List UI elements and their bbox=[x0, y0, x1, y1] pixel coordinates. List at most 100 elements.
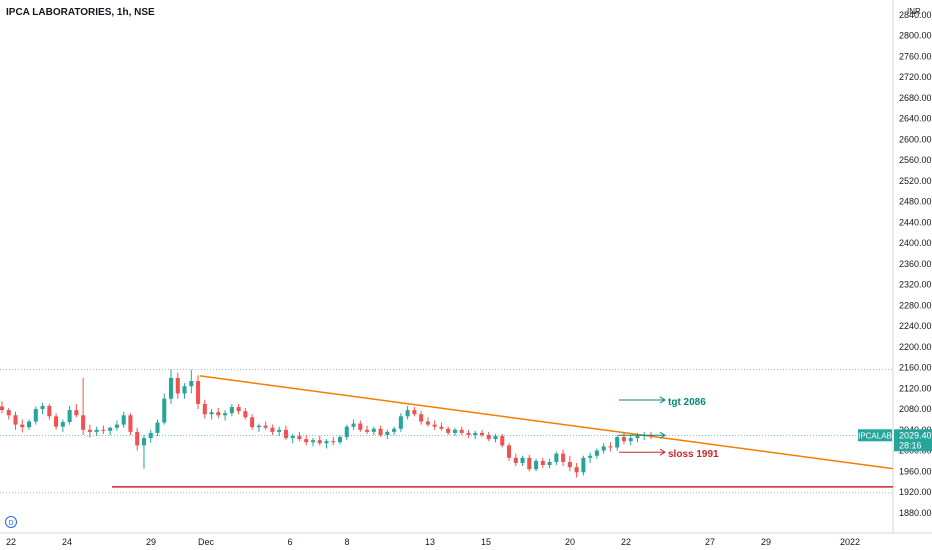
candle-body bbox=[452, 429, 457, 433]
candle-body bbox=[567, 461, 572, 468]
candle bbox=[290, 433, 295, 444]
candle-body bbox=[540, 460, 545, 466]
candle-body bbox=[263, 425, 268, 428]
candle bbox=[297, 431, 302, 442]
candle-body bbox=[534, 460, 539, 470]
price-levels bbox=[0, 369, 894, 494]
candle-body bbox=[594, 450, 599, 456]
y-tick-label: 2720.00 bbox=[899, 72, 932, 82]
candle bbox=[277, 426, 282, 437]
candle-body bbox=[588, 455, 593, 458]
candle bbox=[398, 413, 403, 432]
stoploss-arrowhead bbox=[659, 448, 666, 456]
candle-body bbox=[635, 436, 640, 439]
x-tick-label: 29 bbox=[146, 537, 156, 547]
candle-body bbox=[0, 406, 5, 411]
candle-body bbox=[527, 457, 532, 470]
candle-body bbox=[412, 410, 417, 415]
candle-body bbox=[358, 423, 363, 430]
candle bbox=[540, 457, 545, 469]
candle-body bbox=[554, 453, 559, 462]
candle bbox=[446, 426, 451, 435]
candle bbox=[182, 383, 187, 399]
candle-body bbox=[344, 426, 349, 438]
candle-body bbox=[236, 406, 241, 412]
candle bbox=[561, 449, 566, 467]
candle-body bbox=[479, 432, 485, 435]
candle bbox=[588, 452, 593, 463]
x-tick-label: 13 bbox=[425, 537, 435, 547]
y-tick-label: 2440.00 bbox=[899, 217, 932, 227]
candle-body bbox=[283, 429, 288, 439]
candle-body bbox=[13, 415, 18, 425]
candle-body bbox=[513, 457, 518, 463]
candle bbox=[419, 411, 424, 425]
candle-body bbox=[290, 436, 295, 439]
x-tick-label: 6 bbox=[287, 537, 292, 547]
x-tick-label: 8 bbox=[344, 537, 349, 547]
candle bbox=[574, 462, 579, 478]
candle-body bbox=[33, 409, 38, 422]
candle-body bbox=[40, 405, 45, 410]
annotations: tgt 2086 sloss 1991 bbox=[618, 396, 719, 460]
candle-body bbox=[419, 414, 424, 422]
candle-body bbox=[310, 440, 316, 443]
candle-body bbox=[459, 429, 464, 433]
x-tick-label: 22 bbox=[6, 537, 16, 547]
candle-body bbox=[216, 412, 221, 416]
candle bbox=[168, 369, 174, 404]
candle bbox=[202, 399, 207, 419]
candle-body bbox=[277, 429, 282, 432]
y-tick-label: 2360.00 bbox=[899, 259, 932, 269]
candle-body bbox=[439, 426, 444, 429]
candle bbox=[67, 405, 72, 425]
candle bbox=[304, 434, 309, 446]
candle bbox=[141, 434, 146, 469]
stoploss-label: sloss 1991 bbox=[668, 449, 719, 460]
candle bbox=[513, 453, 518, 467]
candle bbox=[27, 419, 32, 430]
candle-body bbox=[405, 410, 410, 417]
symbol-badge-label: IPCALAB bbox=[858, 431, 892, 440]
candle-body bbox=[507, 445, 512, 458]
candle-body bbox=[223, 413, 228, 416]
candle-body bbox=[182, 386, 187, 394]
candle bbox=[175, 372, 180, 399]
candle bbox=[263, 421, 268, 430]
candle-body bbox=[466, 432, 471, 435]
candle bbox=[473, 430, 478, 440]
candle bbox=[196, 375, 201, 410]
candle bbox=[615, 434, 620, 451]
y-tick-label: 2200.00 bbox=[899, 342, 932, 352]
y-tick-label: 2840.00 bbox=[899, 10, 932, 20]
candle bbox=[87, 424, 92, 438]
candle-body bbox=[60, 422, 65, 427]
trendline bbox=[199, 375, 894, 470]
candle bbox=[621, 432, 626, 445]
y-tick-label: 2640.00 bbox=[899, 114, 932, 124]
candle bbox=[0, 401, 5, 414]
candle bbox=[114, 420, 119, 431]
candle bbox=[128, 413, 133, 435]
candle-body bbox=[202, 403, 207, 415]
candle-body bbox=[67, 410, 72, 423]
candle bbox=[94, 426, 99, 437]
candle-body bbox=[87, 429, 92, 432]
candle-body bbox=[250, 417, 255, 428]
candle bbox=[189, 369, 194, 394]
candle bbox=[635, 432, 640, 443]
candle-body bbox=[432, 424, 437, 427]
y-tick-label: 2240.00 bbox=[899, 321, 932, 331]
candle bbox=[229, 403, 234, 417]
y-tick-label: 2680.00 bbox=[899, 93, 932, 103]
candle-body bbox=[101, 429, 106, 431]
candle bbox=[534, 458, 539, 472]
candle bbox=[439, 422, 444, 431]
candle-body bbox=[392, 428, 397, 432]
candle-body bbox=[168, 377, 174, 399]
candle bbox=[6, 408, 11, 420]
candle bbox=[310, 438, 316, 447]
candle bbox=[20, 419, 25, 433]
candle bbox=[317, 436, 322, 446]
